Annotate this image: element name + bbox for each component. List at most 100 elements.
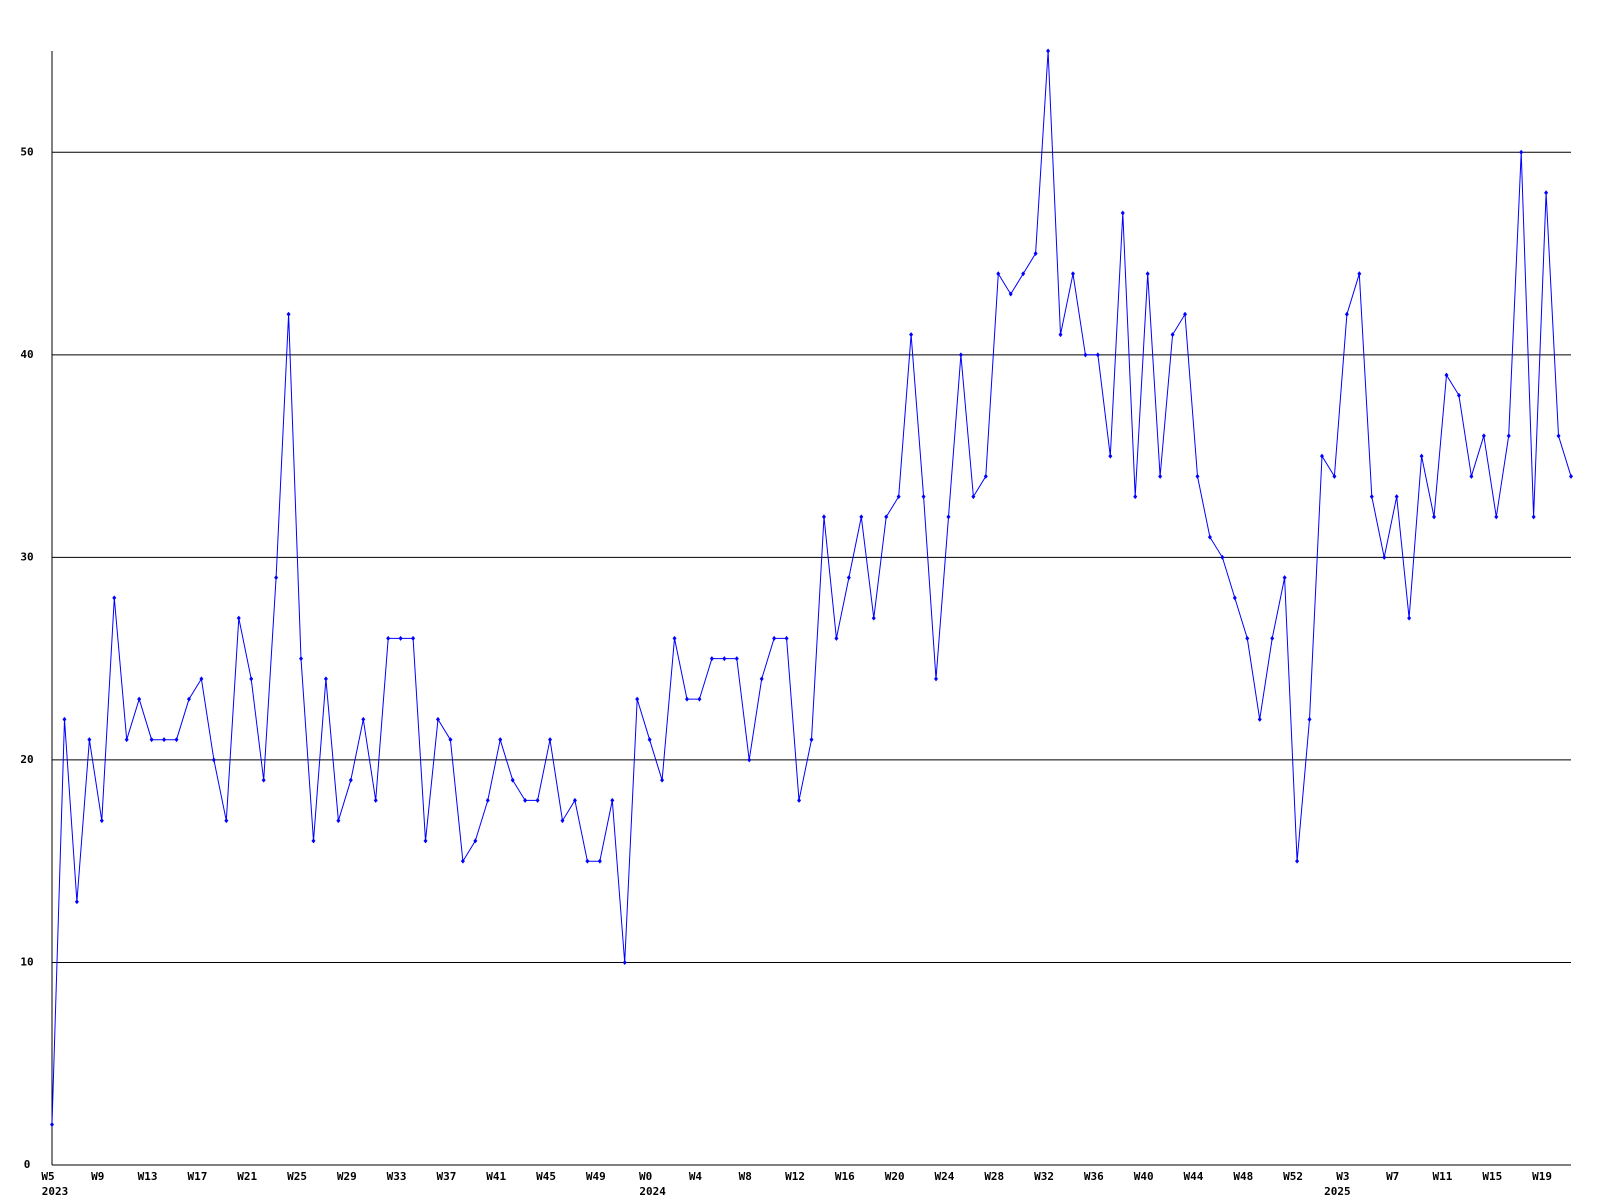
y-tick-label: 20: [20, 753, 33, 766]
point-marker: [734, 656, 739, 662]
x-tick-label: W20: [885, 1170, 905, 1183]
point-marker: [971, 494, 976, 500]
point-marker: [523, 797, 528, 803]
x-tick-label: W37: [436, 1170, 456, 1183]
point-marker: [996, 271, 1001, 277]
x-tick-label: W15: [1482, 1170, 1502, 1183]
point-marker: [1531, 514, 1536, 520]
point-marker: [1469, 473, 1474, 479]
point-marker: [821, 514, 826, 520]
point-marker: [597, 858, 602, 864]
point-marker: [535, 797, 540, 803]
point-marker: [87, 737, 92, 743]
point-marker: [224, 818, 229, 824]
x-tick-label: W5: [41, 1170, 54, 1183]
point-marker: [186, 696, 191, 702]
x-tick-label: W21: [237, 1170, 257, 1183]
point-marker: [373, 797, 378, 803]
point-marker: [772, 635, 777, 641]
point-marker: [1382, 554, 1387, 560]
x-tick-label: W36: [1084, 1170, 1104, 1183]
point-marker: [1170, 332, 1175, 338]
point-marker: [1332, 473, 1337, 479]
point-marker: [386, 635, 391, 641]
x-tick-label: W19: [1532, 1170, 1552, 1183]
y-tick-label: 50: [20, 145, 33, 158]
point-marker: [1245, 635, 1250, 641]
point-marker: [1083, 352, 1088, 358]
x-tick-label: W3: [1336, 1170, 1349, 1183]
point-marker: [149, 737, 154, 743]
point-marker: [236, 615, 241, 621]
x-tick-label: W9: [91, 1170, 104, 1183]
x-tick-label: W4: [689, 1170, 703, 1183]
point-marker: [672, 635, 677, 641]
x-tick-label: W8: [739, 1170, 752, 1183]
point-marker: [460, 858, 465, 864]
point-marker: [585, 858, 590, 864]
y-tick-label: 30: [20, 550, 33, 563]
point-marker: [485, 797, 490, 803]
point-marker: [1070, 271, 1075, 277]
x-tick-label: W52: [1283, 1170, 1303, 1183]
point-marker: [498, 737, 503, 743]
point-marker: [1456, 392, 1461, 398]
point-marker: [99, 818, 104, 824]
point-marker: [336, 818, 341, 824]
point-marker: [124, 737, 129, 743]
point-marker: [311, 838, 316, 844]
point-marker: [983, 473, 988, 479]
point-marker: [1357, 271, 1362, 277]
point-marker: [548, 737, 553, 743]
x-tick-label: W13: [138, 1170, 158, 1183]
point-marker: [1220, 554, 1225, 560]
point-marker: [1394, 494, 1399, 500]
point-marker: [74, 899, 79, 905]
point-marker: [1494, 514, 1499, 520]
point-marker: [846, 575, 851, 581]
point-marker: [1419, 453, 1424, 459]
x-tick-label: W17: [187, 1170, 207, 1183]
point-marker: [1183, 311, 1188, 317]
point-marker: [1008, 291, 1013, 297]
point-marker: [1444, 372, 1449, 378]
point-marker: [1095, 352, 1100, 358]
point-marker: [1232, 595, 1237, 601]
y-tick-label: 10: [20, 955, 33, 968]
point-marker: [1207, 534, 1212, 540]
x-tick-label: W32: [1034, 1170, 1054, 1183]
x-tick-label: W29: [337, 1170, 357, 1183]
point-marker: [435, 716, 440, 722]
point-marker: [62, 716, 67, 722]
year-label: 2025: [1324, 1185, 1351, 1198]
point-marker: [1307, 716, 1312, 722]
point-marker: [1282, 575, 1287, 581]
point-marker: [411, 635, 416, 641]
point-marker: [572, 797, 577, 803]
point-marker: [299, 656, 304, 662]
point-marker: [1519, 149, 1524, 155]
point-marker: [261, 777, 266, 783]
point-marker: [759, 676, 764, 682]
x-tick-label: W41: [486, 1170, 506, 1183]
point-marker: [323, 676, 328, 682]
point-marker: [249, 676, 254, 682]
point-marker: [622, 959, 627, 965]
x-tick-label: W11: [1433, 1170, 1453, 1183]
point-marker: [398, 635, 403, 641]
point-marker: [211, 757, 216, 763]
point-marker: [946, 514, 951, 520]
point-marker: [934, 676, 939, 682]
y-tick-label: 0: [24, 1158, 31, 1171]
point-marker: [1369, 494, 1374, 500]
point-marker: [1021, 271, 1026, 277]
point-marker: [1195, 473, 1200, 479]
x-tick-label: W33: [387, 1170, 407, 1183]
point-marker: [274, 575, 279, 581]
point-marker: [1506, 433, 1511, 439]
point-marker: [784, 635, 789, 641]
year-label: 2024: [639, 1185, 666, 1198]
point-marker: [560, 818, 565, 824]
point-marker: [162, 737, 167, 743]
